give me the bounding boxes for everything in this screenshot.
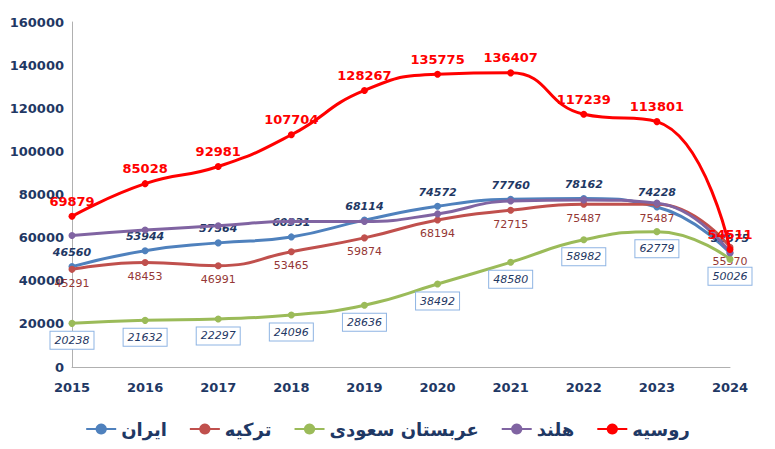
- svg-text:0: 0: [55, 360, 64, 375]
- svg-text:85028: 85028: [122, 161, 167, 176]
- svg-text:2021: 2021: [493, 380, 529, 395]
- svg-text:46560: 46560: [52, 246, 92, 259]
- svg-text:117239: 117239: [557, 92, 611, 107]
- svg-text:72715: 72715: [493, 218, 528, 231]
- svg-text:ترکیه: ترکیه: [225, 419, 272, 441]
- svg-text:20000: 20000: [19, 316, 64, 331]
- svg-text:2016: 2016: [127, 380, 163, 395]
- svg-text:40000: 40000: [18, 273, 64, 289]
- svg-text:57564: 57564: [199, 222, 238, 236]
- svg-text:55570: 55570: [713, 255, 748, 268]
- svg-text:21632: 21632: [128, 331, 163, 344]
- svg-text:58982: 58982: [566, 250, 601, 263]
- svg-text:46991: 46991: [201, 273, 236, 286]
- svg-text:هلند: هلند: [537, 419, 575, 440]
- svg-text:59874: 59874: [347, 245, 382, 258]
- svg-text:50026: 50026: [713, 270, 748, 283]
- svg-text:100000: 100000: [10, 144, 64, 159]
- svg-text:69879: 69879: [49, 194, 94, 209]
- svg-text:53465: 53465: [274, 259, 309, 272]
- svg-text:60331: 60331: [272, 216, 311, 230]
- svg-text:2024: 2024: [712, 380, 748, 395]
- svg-text:140000: 140000: [10, 58, 64, 73]
- svg-text:2022: 2022: [566, 380, 602, 395]
- svg-text:روسیه: روسیه: [632, 419, 690, 441]
- svg-text:2020: 2020: [419, 380, 455, 395]
- svg-text:ایران: ایران: [121, 419, 167, 441]
- svg-text:22297: 22297: [201, 329, 236, 342]
- svg-text:68194: 68194: [420, 227, 455, 240]
- svg-text:136407: 136407: [484, 50, 538, 65]
- svg-text:74572: 74572: [418, 186, 457, 199]
- svg-text:80000: 80000: [18, 187, 64, 202]
- svg-text:75487: 75487: [566, 212, 601, 225]
- svg-text:62779: 62779: [639, 242, 674, 255]
- svg-text:92981: 92981: [196, 144, 241, 159]
- svg-text:2023: 2023: [639, 380, 675, 395]
- svg-text:75487: 75487: [639, 212, 674, 225]
- svg-text:عربستان سعودی: عربستان سعودی: [330, 419, 479, 441]
- svg-text:54511: 54511: [707, 227, 752, 242]
- svg-text:2017: 2017: [200, 380, 236, 395]
- svg-text:38492: 38492: [420, 295, 455, 308]
- svg-text:107704: 107704: [264, 112, 318, 127]
- svg-text:60000: 60000: [19, 230, 64, 245]
- svg-text:77760: 77760: [492, 179, 531, 192]
- svg-text:2019: 2019: [346, 380, 382, 395]
- svg-text:28636: 28636: [347, 316, 382, 329]
- svg-text:120000: 120000: [10, 101, 64, 116]
- svg-text:160000: 160000: [10, 15, 64, 30]
- svg-text:68114: 68114: [345, 200, 383, 213]
- svg-text:113801: 113801: [630, 99, 684, 114]
- svg-text:48453: 48453: [128, 270, 163, 283]
- svg-text:135775: 135775: [410, 52, 464, 67]
- svg-text:20238: 20238: [55, 334, 90, 347]
- svg-text:2015: 2015: [54, 380, 90, 395]
- svg-text:48580: 48580: [493, 273, 528, 286]
- svg-text:53944: 53944: [126, 230, 165, 244]
- svg-text:2018: 2018: [273, 380, 309, 395]
- svg-text:128267: 128267: [337, 68, 391, 83]
- svg-text:45291: 45291: [55, 277, 90, 290]
- svg-text:74228: 74228: [638, 186, 677, 199]
- svg-text:24096: 24096: [274, 326, 309, 339]
- svg-text:78162: 78162: [565, 178, 604, 191]
